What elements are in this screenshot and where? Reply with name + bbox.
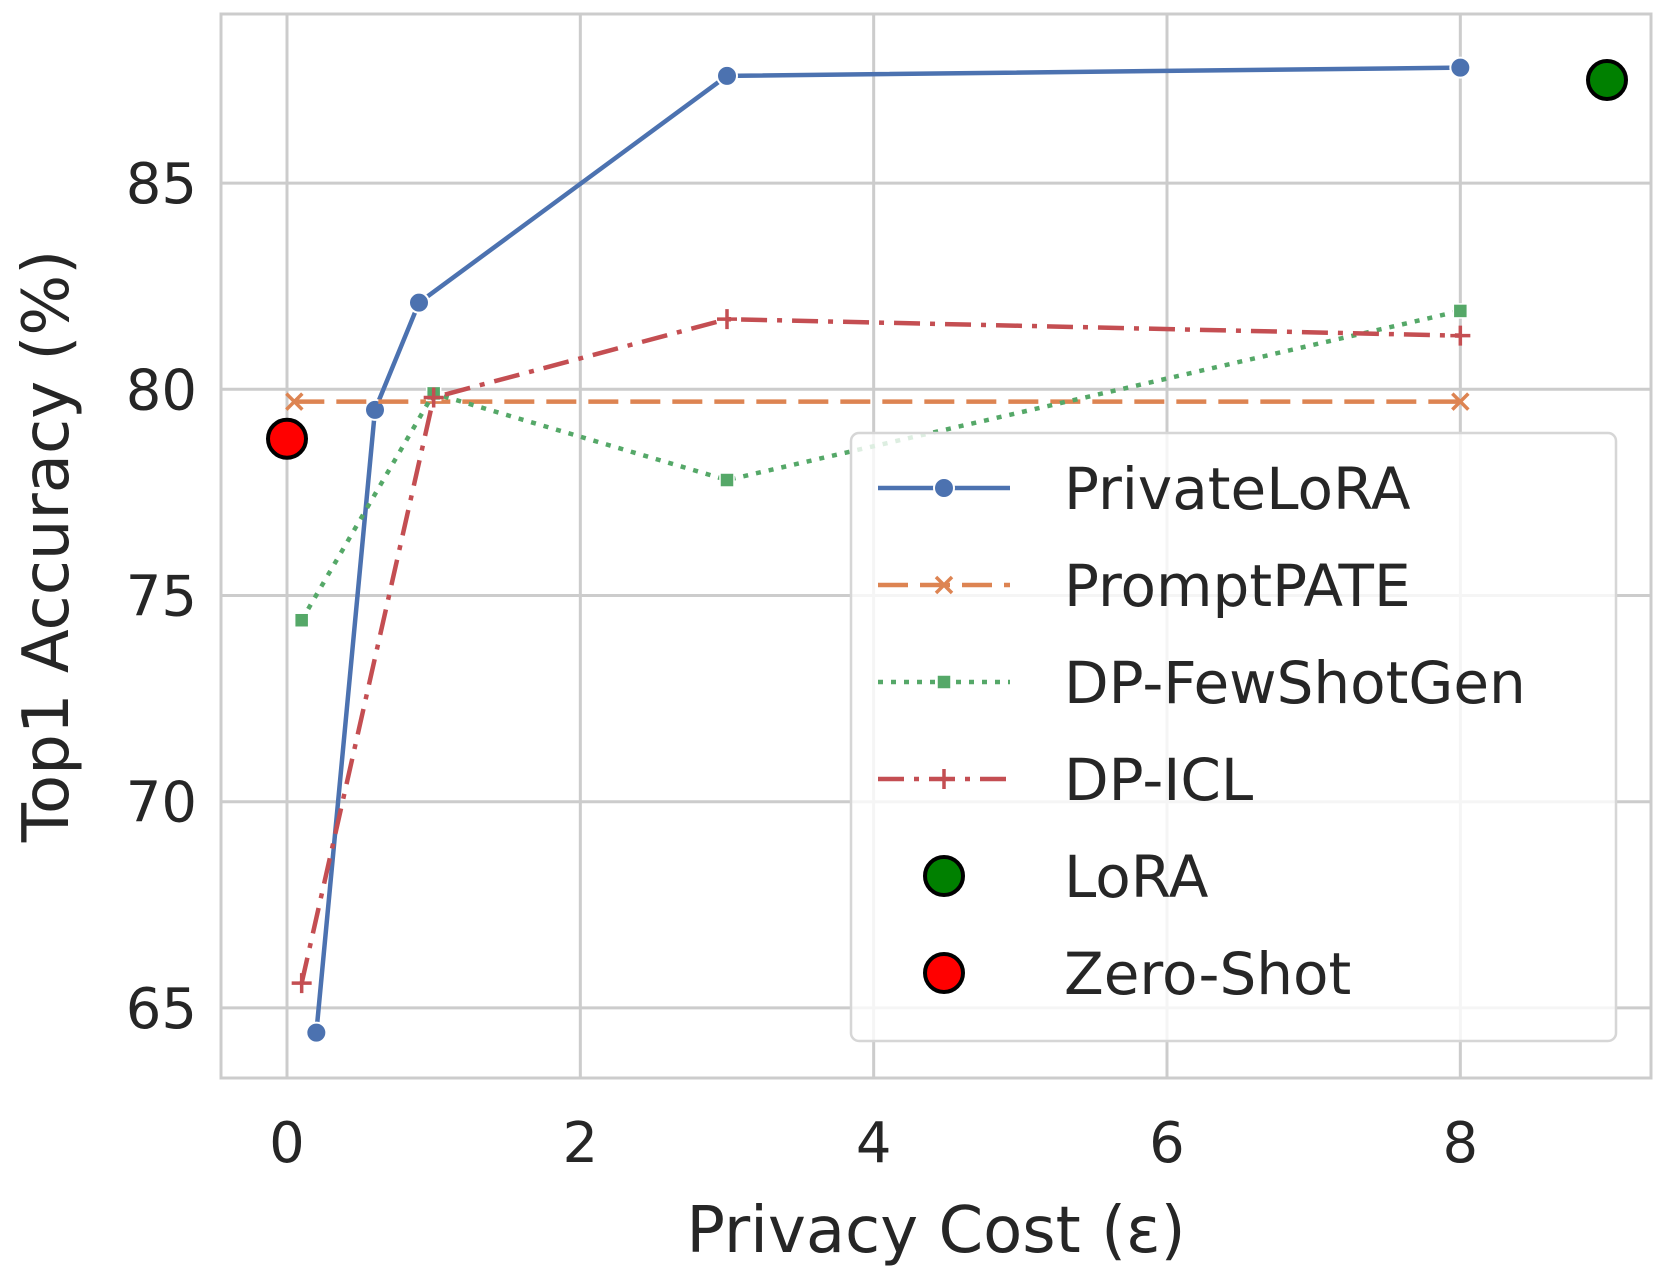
legend-label-promptpate: PromptPATE	[1064, 552, 1411, 620]
legend: PrivateLoRA PromptPATE DP-FewShotGen DP-ICL…	[849, 431, 1618, 1043]
legend-entry-zero-shot: Zero-Shot	[923, 940, 1351, 1008]
data-point-dp-icl	[717, 309, 737, 330]
legend-entry-privatelora: PrivateLoRA	[878, 455, 1411, 523]
data-point-promptpate	[1451, 392, 1470, 411]
series-dp-fewshotgen	[293, 303, 1469, 628]
data-point-dp-fewshotgen	[719, 472, 735, 488]
x-tick-label: 4	[856, 1111, 892, 1176]
x-tick-label: 6	[1149, 1111, 1185, 1176]
series-lora	[1586, 58, 1628, 101]
y-tick-label: 85	[126, 152, 197, 217]
legend-marker-lora	[923, 855, 965, 897]
x-axis-title: Privacy Cost (ε)	[686, 1194, 1185, 1268]
legend-label-dp-fewshotgen: DP-FewShotGen	[1064, 649, 1526, 717]
series-dp-icl	[291, 309, 1471, 994]
series-line-dp-fewshotgen	[299, 308, 1461, 622]
data-point-dp-icl	[423, 387, 444, 408]
data-point-privatelora	[305, 1021, 328, 1044]
tick-labels: 0 2 4 6 8 65 70 75 80 85	[126, 152, 1478, 1176]
series-line-dp-icl	[299, 316, 1461, 984]
legend-box	[849, 431, 1618, 1043]
y-tick-label: 75	[126, 564, 197, 629]
y-tick-label: 65	[126, 977, 197, 1042]
data-point-dp-fewshotgen	[293, 612, 310, 628]
series-layer	[266, 56, 1628, 1044]
data-point-dp-fewshotgen	[1452, 303, 1469, 319]
x-tick-label: 0	[269, 1111, 305, 1176]
y-axis-title: Top1 Accuracy (%)	[10, 250, 84, 843]
series-promptpate	[285, 392, 1470, 411]
legend-entry-dp-fewshotgen: DP-FewShotGen	[878, 649, 1526, 717]
legend-entry-promptpate: PromptPATE	[878, 552, 1411, 620]
data-point-promptpate	[285, 392, 304, 411]
y-tick-label: 80	[126, 358, 197, 423]
data-point-privatelora	[364, 398, 386, 421]
legend-label-dp-icl: DP-ICL	[1064, 746, 1253, 814]
legend-marker-promptpate	[934, 575, 954, 595]
legend-marker-dp-icl	[934, 769, 954, 789]
data-point-lora	[1586, 58, 1628, 101]
series-privatelora	[305, 56, 1472, 1044]
data-point-dp-icl	[291, 973, 312, 994]
data-point-privatelora	[1449, 56, 1472, 79]
x-tick-label: 8	[1443, 1111, 1479, 1176]
legend-entry-lora: LoRA	[923, 843, 1209, 911]
plot-frame	[219, 12, 1653, 1080]
legend-marker-privatelora	[933, 477, 955, 499]
data-point-dp-icl	[1450, 325, 1471, 346]
series-zero-shot	[266, 417, 308, 460]
legend-marker-dp-fewshotgen	[936, 674, 952, 690]
legend-label-lora: LoRA	[1064, 843, 1209, 911]
legend-label-zero-shot: Zero-Shot	[1064, 940, 1351, 1008]
y-tick-label: 70	[126, 771, 197, 836]
legend-entry-dp-icl: DP-ICL	[878, 746, 1253, 814]
legend-marker-zero-shot	[923, 952, 965, 994]
data-point-zero-shot	[266, 417, 308, 460]
legend-label-privatelora: PrivateLoRA	[1064, 455, 1411, 523]
data-point-privatelora	[408, 291, 430, 314]
data-point-privatelora	[716, 64, 738, 87]
x-tick-label: 2	[563, 1111, 599, 1176]
